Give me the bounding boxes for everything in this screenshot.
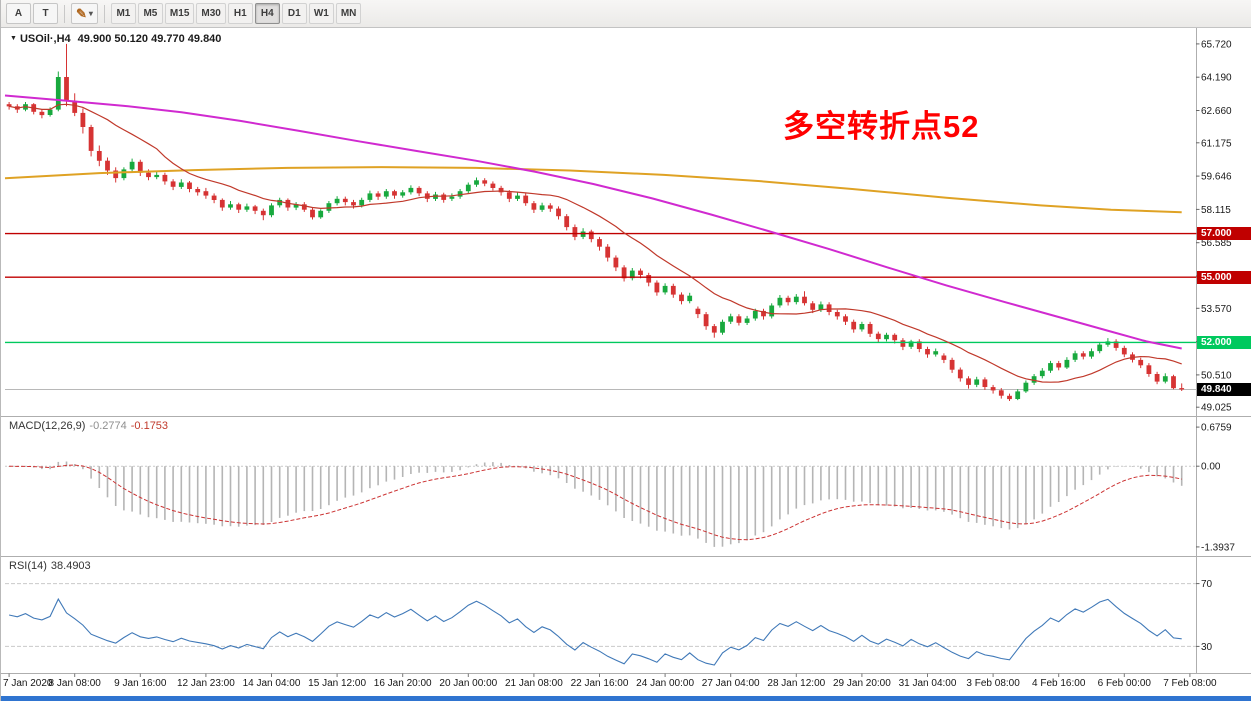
panel-separators [1,28,1251,674]
svg-text:62.660: 62.660 [1201,106,1232,117]
svg-text:59.646: 59.646 [1201,172,1232,183]
time-axis-label: 22 Jan 16:00 [570,678,629,689]
svg-text:30: 30 [1201,642,1213,653]
rsi-line [8,597,1182,666]
timeframe-w1-button[interactable]: W1 [308,3,334,24]
svg-text:0.00: 0.00 [1201,462,1221,473]
time-axis-ticks [8,673,1191,677]
macd-main-value: -0.2774 [89,420,127,432]
time-axis-label: 31 Jan 04:00 [898,678,957,689]
ma-fast-line [8,103,1182,383]
level-price-tag: 55.000 [1197,270,1251,284]
time-axis-label: 15 Jan 12:00 [308,678,367,689]
svg-text:70: 70 [1201,579,1213,590]
time-axis-label: 28 Jan 12:00 [767,678,826,689]
level-price-tag: 52.000 [1197,335,1251,349]
time-axis-label: 7 Jan 2020 [3,678,53,689]
rsi-label: RSI(14) 38.4903 [9,560,91,572]
timeframe-m15-button[interactable]: M15 [164,3,195,24]
svg-text:65.720: 65.720 [1201,39,1232,50]
svg-text:49.025: 49.025 [1201,403,1232,414]
rsi-name: RSI(14) [9,560,47,572]
timeframe-d1-button[interactable]: D1 [281,3,307,24]
current-price-tag: 49.840 [1197,382,1251,396]
svg-text:61.175: 61.175 [1201,138,1232,149]
timeframe-m30-button[interactable]: M30 [196,3,226,24]
time-axis-label: 9 Jan 16:00 [114,678,167,689]
rsi-level-lines: 70 30 [5,579,1213,653]
svg-text:-1.3937: -1.3937 [1201,542,1235,553]
symbols-tool-button[interactable]: A [6,3,31,24]
time-axis-label: 29 Jan 20:00 [832,678,891,689]
macd-name: MACD(12,26,9) [9,420,86,432]
level-price-tag: 57.000 [1197,227,1251,241]
ma-mid-line [4,94,1182,350]
toolbar-separator [64,4,65,23]
macd-histogram [8,461,1183,547]
text-tool-button[interactable]: T [33,3,58,24]
time-axis-label: 3 Feb 08:00 [966,678,1020,689]
timeframe-m5-button[interactable]: M5 [137,3,163,24]
time-axis-label: 16 Jan 20:00 [373,678,432,689]
macd-signal-line [9,464,1182,541]
symbol-label: ▼ USOil·,H4 49.900 50.120 49.770 49.840 [10,33,221,45]
timeframe-m1-button[interactable]: M1 [110,3,136,24]
macd-axis-ticks: 0.6759 0.00 -1.3937 [1196,423,1235,553]
chevron-down-icon: ▾ [88,9,93,18]
rsi-value: 38.4903 [50,560,91,572]
candlesticks [6,43,1185,401]
time-axis-label: 14 Jan 04:00 [242,678,301,689]
chart-annotation-text[interactable]: 多空转折点52 [783,109,980,144]
svg-text:64.190: 64.190 [1201,73,1232,84]
time-axis-label: 12 Jan 23:00 [176,678,235,689]
symbol-name: USOil·,H4 [19,33,71,45]
timeframe-h4-button[interactable]: H4 [254,3,280,24]
macd-label: MACD(12,26,9) -0.2774 -0.1753 [9,420,168,432]
svg-text:0.6759: 0.6759 [1201,423,1232,434]
timeframe-mn-button[interactable]: MN [335,3,362,24]
svg-text:53.570: 53.570 [1201,304,1232,315]
window-bottom-edge [1,696,1251,701]
time-axis-label: 21 Jan 08:00 [504,678,563,689]
time-axis-label: 8 Jan 08:00 [48,678,101,689]
timeframes-group: M1 M5 M15 M30 H1 H4 D1 W1 MN [110,3,362,24]
ohlc-values: 49.900 50.120 49.770 49.840 [77,33,222,45]
time-axis-label: 4 Feb 16:00 [1032,678,1086,689]
color-scheme-button[interactable]: ✎ ▾ [71,3,98,24]
ma-slow-line [4,166,1182,214]
time-axis-label: 27 Jan 04:00 [701,678,760,689]
svg-text:50.510: 50.510 [1201,370,1232,381]
macd-signal-value: -0.1753 [130,420,169,432]
time-axis-label: 7 Feb 08:00 [1163,678,1217,689]
toolbar-separator [103,4,105,23]
collapse-triangle-icon: ▼ [10,35,17,42]
pencil-icon: ✎ [76,6,87,21]
time-axis-label: 20 Jan 00:00 [439,678,498,689]
time-axis-label: 24 Jan 00:00 [636,678,695,689]
time-axis-label: 6 Feb 00:00 [1097,678,1151,689]
svg-text:58.115: 58.115 [1201,205,1231,216]
svg-text:56.585: 56.585 [1201,238,1232,249]
timeframe-h1-button[interactable]: H1 [227,3,253,24]
